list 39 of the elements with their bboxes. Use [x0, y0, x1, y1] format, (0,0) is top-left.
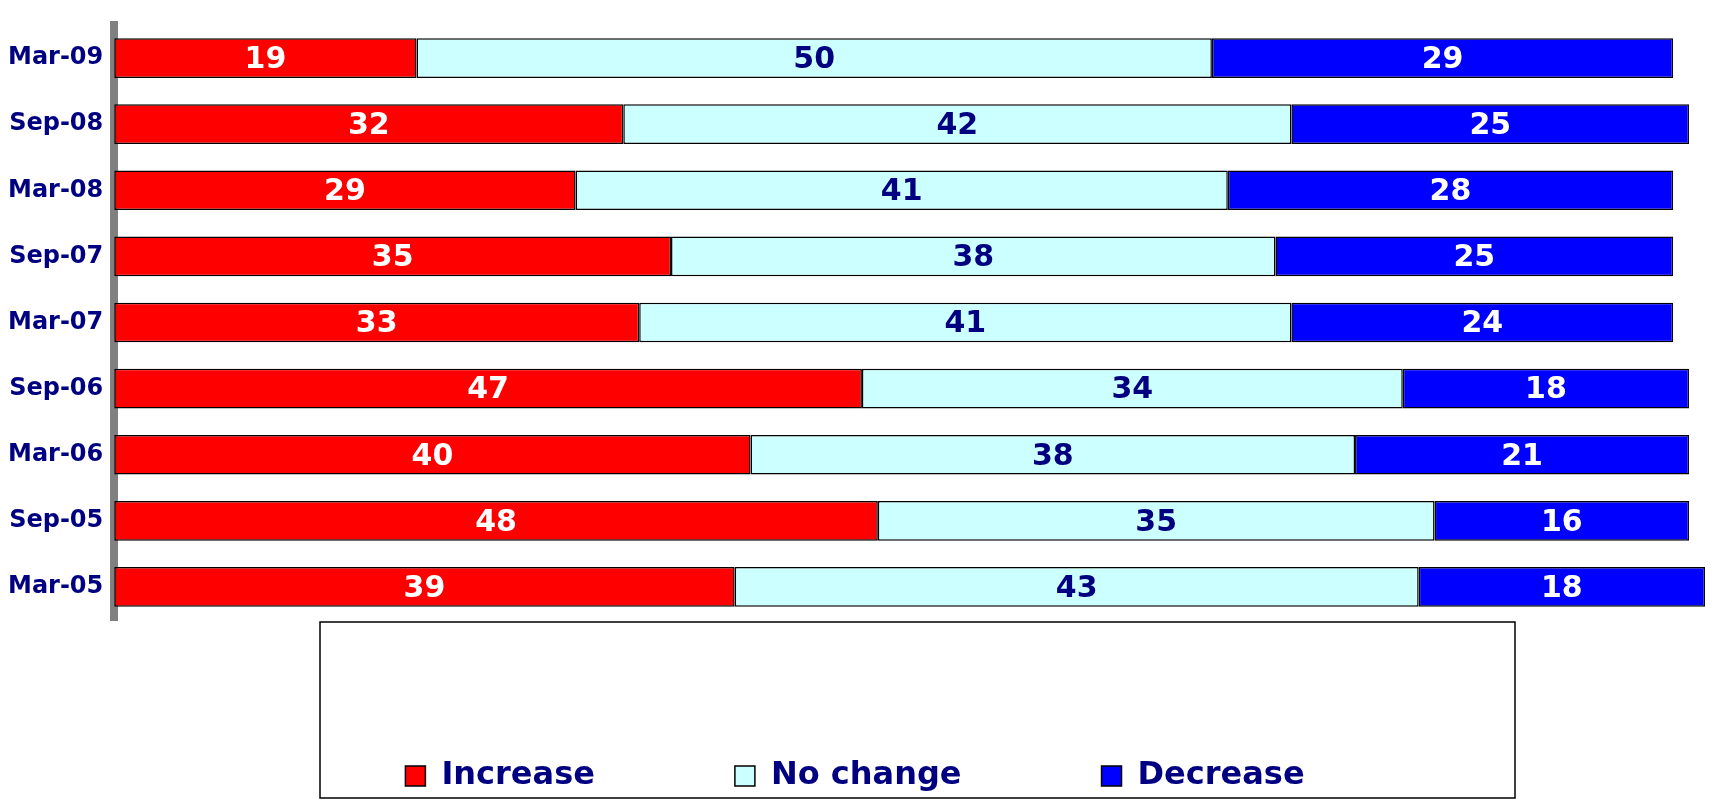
y-tick-label: Mar-07: [7, 306, 104, 335]
legend-label: No change: [770, 754, 962, 793]
y-tick-label: Mar-08: [7, 174, 104, 203]
data-label: 19: [244, 39, 287, 75]
data-label: 18: [1540, 568, 1583, 604]
data-label: 16: [1540, 502, 1583, 538]
data-label: 41: [944, 304, 987, 340]
data-label: 29: [1421, 39, 1464, 75]
data-label: 35: [371, 238, 414, 274]
y-tick-label: Sep-06: [9, 372, 104, 401]
data-label: 47: [467, 370, 509, 406]
data-label: 50: [793, 39, 836, 75]
data-label: 18: [1525, 370, 1567, 406]
data-label: 34: [1111, 370, 1154, 406]
data-label: 41: [880, 172, 923, 208]
data-label: 25: [1469, 105, 1512, 141]
y-tick-label: Sep-08: [9, 108, 104, 137]
data-label: 42: [936, 105, 979, 141]
y-tick-label: Mar-09: [7, 42, 104, 71]
data-label: 38: [1031, 436, 1074, 472]
y-tick-label: Mar-05: [7, 571, 104, 600]
data-label: 38: [952, 238, 995, 274]
y-tick-label: Sep-07: [9, 240, 104, 269]
data-label: 35: [1135, 502, 1178, 538]
y-tick-label: Mar-06: [7, 438, 104, 467]
data-label: 33: [355, 304, 398, 340]
legend-label: Decrease: [1137, 754, 1305, 793]
data-label: 29: [324, 172, 366, 208]
data-label: 21: [1501, 436, 1543, 472]
data-label: 25: [1453, 238, 1496, 274]
data-label: 40: [411, 436, 454, 472]
data-label: 32: [347, 105, 390, 141]
y-tick-label: Sep-05: [9, 505, 104, 534]
data-label: 39: [403, 568, 446, 604]
data-label: 48: [475, 502, 517, 538]
data-label: 28: [1429, 172, 1472, 208]
data-label: 43: [1055, 568, 1098, 604]
data-label: 24: [1461, 304, 1504, 340]
legend-label: Increase: [441, 754, 595, 793]
